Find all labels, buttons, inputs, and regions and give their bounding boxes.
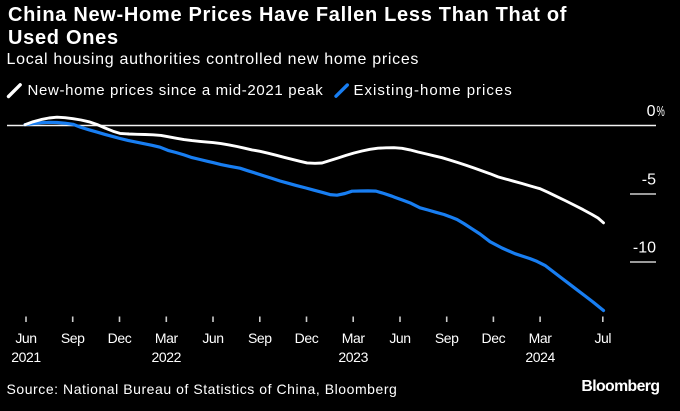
svg-text:%: % (657, 103, 665, 120)
svg-text:-5: -5 (642, 172, 656, 189)
svg-text:-10: -10 (633, 240, 656, 257)
svg-text:0: 0 (647, 103, 656, 120)
